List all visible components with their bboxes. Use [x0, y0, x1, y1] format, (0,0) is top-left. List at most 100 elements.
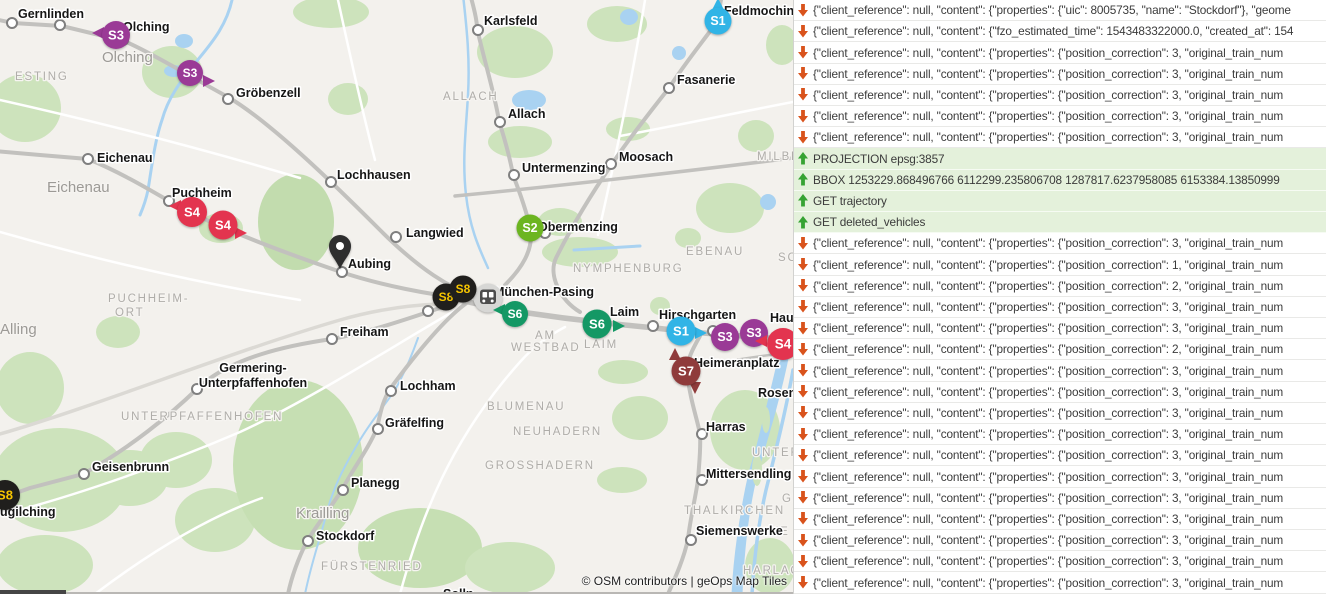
station-label: Siemenswerke	[696, 524, 783, 538]
station-dot	[336, 266, 348, 278]
direction-arrow-icon	[712, 0, 724, 10]
arrow-down-icon	[798, 385, 808, 398]
log-message-text: {"client_reference": null, "content": {"…	[813, 533, 1284, 548]
log-message-text: {"client_reference": null, "content": {"…	[813, 130, 1284, 145]
station-label: Mittersendling	[706, 467, 791, 481]
arrow-up-icon	[798, 194, 808, 207]
station-label: Heimeranplatz	[694, 356, 779, 370]
log-panel[interactable]: {"client_reference": null, "content": {"…	[793, 0, 1326, 594]
vehicle-marker-s1[interactable]: S1	[704, 0, 732, 35]
station-label: Gräfelfing	[385, 416, 444, 430]
station-label: Moosach	[619, 150, 673, 164]
direction-arrow-icon	[755, 335, 767, 347]
station-label: Hau	[770, 311, 793, 325]
station-label: Geisenbrunn	[92, 460, 169, 474]
place-label: Krailling	[296, 505, 349, 522]
log-message-text: {"client_reference": null, "content": {"…	[813, 87, 1284, 102]
arrow-down-icon	[798, 364, 808, 377]
log-row-incoming: {"client_reference": null, "content": {"…	[794, 42, 1326, 64]
arrow-down-icon	[798, 470, 808, 483]
log-message-text: {"client_reference": null, "content": {"…	[813, 257, 1284, 272]
arrow-down-icon	[798, 427, 808, 441]
vehicle-marker-s4[interactable]: S4	[169, 197, 207, 227]
station-dot	[508, 169, 520, 181]
station-dot	[647, 320, 659, 332]
vehicle-marker-label: S7	[678, 364, 694, 379]
area-label: UNTER	[752, 447, 793, 459]
map-water	[138, 0, 793, 594]
log-row-outgoing: BBOX 1253229.868496766 6112299.235806708…	[794, 169, 1326, 191]
vehicle-marker-s4[interactable]: S4	[755, 328, 793, 360]
direction-arrow-icon	[235, 227, 247, 239]
log-row-incoming: {"client_reference": null, "content": {"…	[794, 0, 1326, 22]
log-row-incoming: {"client_reference": null, "content": {"…	[794, 487, 1326, 509]
station-dot	[325, 176, 337, 188]
station-label: Karlsfeld	[484, 14, 538, 28]
log-message-text: {"client_reference": null, "content": {"…	[813, 448, 1284, 463]
arrow-down-icon	[798, 491, 808, 504]
vehicle-marker-label: S8	[439, 290, 454, 304]
log-row-outgoing: GET trajectory	[794, 190, 1326, 213]
log-row-incoming: {"client_reference": null, "content": {"…	[794, 254, 1326, 276]
log-message-text: {"client_reference": null, "content": {"…	[813, 342, 1284, 357]
map[interactable]: Olching Eichenau Krailling Alling ESTING ALL…	[0, 0, 793, 594]
log-row-incoming: {"client_reference": null, "content": {"…	[794, 572, 1326, 594]
vehicle-marker-s7[interactable]: S7	[669, 348, 701, 394]
station-label: Puchheim	[172, 186, 232, 200]
area-label: PUCHHEIM-	[108, 293, 189, 305]
area-label: ORT	[115, 307, 144, 319]
vehicle-marker-label: S4	[775, 337, 792, 352]
area-label: UNTERPFAFFENHOFEN	[121, 411, 283, 423]
log-message-text: {"client_reference": null, "content": {"…	[813, 511, 1284, 526]
log-message-text: PROJECTION epsg:3857	[813, 151, 945, 166]
vehicle-marker-s4[interactable]: S4	[208, 210, 248, 240]
horizontal-scrollbar-thumb[interactable]	[0, 590, 66, 594]
area-label: NE	[770, 526, 790, 538]
train-vehicle-icon[interactable]	[473, 283, 503, 313]
vehicle-marker-label: S3	[183, 66, 198, 80]
area-label: ESTING	[15, 71, 69, 83]
vehicle-marker-s8[interactable]: S8	[0, 480, 20, 510]
vehicle-marker-s3[interactable]: S3	[92, 21, 130, 49]
vehicle-marker-label: S1	[673, 324, 689, 339]
arrow-down-icon	[798, 342, 808, 356]
vehicle-marker-s1[interactable]: S1	[666, 316, 708, 346]
station-dot	[302, 535, 314, 547]
vehicle-marker-s3[interactable]: S3	[177, 60, 215, 87]
station-label: Aubing	[348, 257, 391, 271]
arrow-down-icon	[798, 3, 808, 17]
vehicle-marker-label: S6	[589, 317, 605, 332]
arrow-down-icon	[798, 109, 808, 123]
horizontal-scrollbar-track[interactable]	[0, 592, 793, 594]
vehicle-marker-s6[interactable]: S6	[493, 301, 528, 327]
station-dot	[78, 468, 90, 480]
area-label: LAIM	[584, 339, 618, 351]
vehicle-marker-s3[interactable]: S3	[711, 323, 739, 351]
log-row-incoming: {"client_reference": null, "content": {"…	[794, 466, 1326, 488]
direction-arrow-icon	[92, 27, 104, 39]
map-attribution[interactable]: © OSM contributors | geOps Map Tiles	[581, 574, 787, 588]
map-pin-icon[interactable]	[329, 235, 351, 269]
vehicle-marker-s2[interactable]: S2	[516, 214, 544, 242]
log-row-incoming: {"client_reference": null, "content": {"…	[794, 339, 1326, 361]
station-label: Unterpfaffenhofen	[199, 376, 307, 390]
log-message-text: {"client_reference": null, "content": {"…	[813, 24, 1294, 39]
vehicle-marker-label: S4	[215, 218, 232, 233]
station-dot	[6, 17, 18, 29]
arrow-down-icon	[798, 321, 808, 335]
arrow-down-icon	[798, 512, 808, 525]
vehicle-marker-s8[interactable]: S8	[449, 275, 477, 303]
log-message-text: {"client_reference": null, "content": {"…	[813, 66, 1284, 81]
log-row-incoming: {"client_reference": null, "content": {"…	[794, 63, 1326, 85]
arrow-down-icon	[798, 533, 808, 547]
arrow-down-icon	[798, 258, 808, 271]
vehicle-marker-s6[interactable]: S6	[582, 309, 626, 339]
log-message-text: {"client_reference": null, "content": {"…	[813, 45, 1284, 60]
map-canvas[interactable]: Olching Eichenau Krailling Alling ESTING ALL…	[0, 0, 793, 594]
vehicle-marker-label: S3	[717, 330, 732, 344]
log-message-text: {"client_reference": null, "content": {"…	[813, 3, 1291, 18]
place-label: Alling	[0, 321, 37, 338]
area-label: NYMPHENBURG	[573, 263, 684, 275]
